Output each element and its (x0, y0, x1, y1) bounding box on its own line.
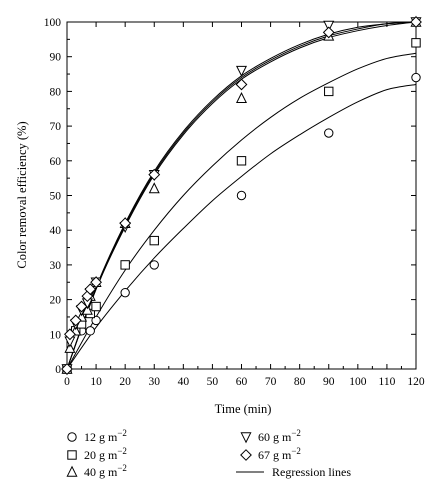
data-point-diamond (61, 363, 73, 375)
data-point-triangle-up (235, 92, 248, 104)
data-point-circle (324, 128, 334, 138)
y-tick-label: 20 (50, 295, 62, 307)
legend-label: 20 g m−2 (84, 446, 127, 462)
x-tick-label: 120 (407, 376, 425, 388)
data-point-square (411, 38, 421, 48)
data-point-square (120, 260, 130, 270)
x-tick-label: 60 (236, 376, 248, 388)
data-point-diamond (90, 276, 102, 289)
x-tick-label: 30 (149, 376, 161, 388)
data-point-triangle-down (235, 65, 248, 77)
x-axis-title: Time (min) (215, 402, 272, 416)
legend-label: 60 g m−2 (258, 428, 301, 444)
legend-label-exponent: −2 (117, 446, 127, 456)
data-point-diamond (64, 328, 76, 341)
legend-label-text: 20 g m (84, 448, 118, 462)
data-point-square (91, 301, 101, 312)
data-point-diamond (322, 26, 335, 39)
legend-label-text: Regression lines (272, 465, 351, 479)
x-tick-label: 20 (119, 376, 131, 388)
data-markers (61, 15, 422, 376)
legend-marker-triangle-down (240, 432, 252, 444)
y-axis-title: Color removal efficiency (%) (15, 121, 29, 268)
data-point-triangle-up (64, 341, 76, 353)
data-point-square (149, 235, 159, 246)
legend-marker-diamond (240, 449, 252, 461)
x-tick-label: 40 (178, 376, 190, 388)
data-point-circle (411, 72, 421, 83)
regression-line (66, 83, 417, 370)
x-tick-label: 70 (265, 376, 277, 388)
y-tick-label: 90 (50, 52, 62, 64)
y-tick-label: 40 (50, 225, 62, 237)
data-point-circle (91, 315, 101, 326)
x-tick-label: 50 (207, 376, 219, 388)
y-tick-label: 80 (50, 86, 62, 98)
legend-label-text: 40 g m (84, 465, 118, 479)
legend-label: 67 g m−2 (258, 446, 301, 462)
x-tick-label: 100 (349, 376, 367, 388)
data-point-circle (120, 287, 130, 298)
axes: 0 10 20 30 40 50 60 70 80 90 100 110 120 0 10 20 30 40 50 6… (44, 17, 425, 388)
data-point-diamond (69, 314, 82, 327)
y-tick-label: 30 (50, 260, 62, 272)
data-point-diamond (410, 16, 422, 28)
legend-label-text: 12 g m (84, 430, 118, 444)
data-point-circle (236, 190, 247, 201)
legend-label-exponent: −2 (117, 428, 127, 438)
x-tick-label: 110 (379, 376, 396, 388)
legend-marker-square (67, 450, 77, 460)
legend-label-exponent: −2 (291, 446, 301, 456)
data-point-square (324, 86, 334, 97)
data-point-diamond (84, 283, 97, 296)
legend-marker-circle (67, 432, 77, 442)
legend-label-exponent: −2 (117, 463, 127, 473)
data-point-triangle-up (148, 182, 160, 194)
y-tick-label: 60 (50, 156, 62, 168)
data-point-square (236, 156, 247, 166)
data-point-diamond (119, 217, 132, 230)
data-point-diamond (235, 78, 248, 91)
regression-line (66, 21, 417, 370)
legend-label-exponent: −2 (291, 428, 301, 438)
y-tick-label: 100 (44, 17, 62, 29)
data-point-triangle-down (323, 20, 335, 32)
x-tick-label: 90 (323, 376, 335, 388)
legend-label-text: 67 g m (258, 448, 292, 462)
x-tick-label: 80 (294, 376, 306, 388)
legend-label: 12 g m−2 (84, 428, 127, 444)
legend-label-text: 60 g m (258, 430, 292, 444)
data-point-diamond (75, 300, 88, 313)
regression-line (66, 21, 417, 370)
legend-label: Regression lines (272, 465, 351, 479)
x-tick-label: 0 (64, 376, 70, 388)
regression-line (66, 52, 417, 370)
data-point-circle (149, 260, 159, 270)
y-tick-label: 50 (50, 191, 62, 203)
legend-label: 40 g m−2 (84, 463, 127, 479)
y-tick-label: 0 (55, 364, 61, 376)
data-point-circle (85, 326, 95, 336)
y-tick-label: 10 (50, 329, 62, 341)
data-point-triangle-up (81, 303, 93, 315)
data-point-diamond (148, 168, 161, 181)
legend-marker-triangle-up (66, 465, 78, 477)
x-tick-label: 10 (90, 376, 102, 388)
legend: 12 g m−2 60 g m−220 g m−2 67 g m−240 g m−2… (66, 428, 351, 479)
y-tick-label: 70 (50, 121, 62, 133)
